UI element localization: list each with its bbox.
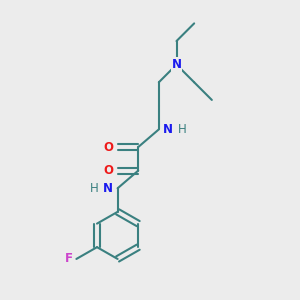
Text: O: O [103,141,113,154]
Text: N: N [163,123,173,136]
Text: O: O [103,164,113,177]
Text: N: N [172,58,182,71]
Text: F: F [64,252,73,266]
Text: H: H [178,123,187,136]
Text: N: N [103,182,113,195]
Text: H: H [90,182,98,195]
